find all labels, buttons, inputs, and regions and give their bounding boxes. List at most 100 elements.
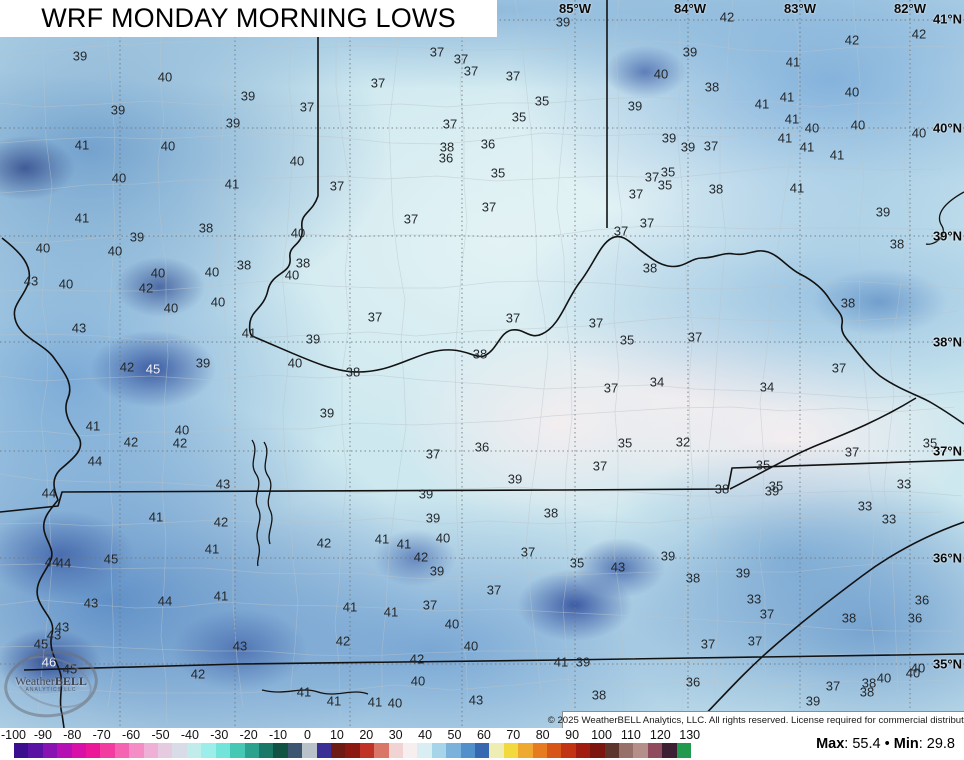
county-line: [0, 599, 953, 632]
weatherbell-logo: WeatherBELL ANALYTICS LLC: [0, 644, 103, 724]
county-line: [0, 562, 940, 580]
county-line: [707, 0, 734, 709]
max-value: 55.4: [852, 736, 881, 752]
temp-label: 42: [719, 9, 735, 25]
legend-color-swatch: [547, 743, 562, 758]
legend-tick-label: 50: [447, 728, 462, 742]
legend-color-swatch: [575, 743, 591, 758]
temp-label: 42: [190, 666, 206, 682]
temp-label: 39: [72, 48, 88, 64]
temp-label: 42: [172, 435, 188, 451]
temp-label: 41: [785, 54, 801, 70]
county-line: [0, 166, 943, 194]
temp-label: 37: [747, 633, 763, 649]
legend-tick-label: -90: [33, 728, 52, 742]
barkley-lake-shore: [263, 441, 273, 545]
county-line: [0, 128, 943, 145]
county-line: [381, 0, 407, 695]
temp-label: 38: [889, 236, 905, 252]
temp-label: 40: [289, 153, 305, 169]
legend-color-swatch: [676, 743, 692, 758]
temp-label: 39: [627, 98, 643, 114]
county-line: [0, 473, 963, 497]
legend-color-swatch: [345, 743, 360, 758]
legend-tick-label: -100: [0, 728, 27, 742]
temp-label: 37: [367, 309, 383, 325]
min-sep: :: [918, 736, 927, 752]
legend-tick-label: 70: [506, 728, 521, 742]
longitude-label: 84°W: [674, 1, 706, 16]
temp-label: 40: [210, 294, 226, 310]
county-line: [514, 0, 549, 693]
legend-tick-label: -20: [239, 728, 258, 742]
temp-label: 35: [619, 332, 635, 348]
temp-label: 37: [613, 223, 629, 239]
legend-color-swatch: [287, 743, 303, 758]
temp-label: 42: [413, 549, 429, 565]
temp-label: 37: [588, 315, 604, 331]
legend-tick-label: 20: [359, 728, 374, 742]
temp-label: 40: [287, 355, 303, 371]
temp-label: 39: [240, 88, 256, 104]
temp-label: 39: [429, 563, 445, 579]
temp-label: 36: [907, 610, 923, 626]
temp-label: 38: [439, 139, 455, 155]
temp-label: 44: [44, 554, 60, 570]
legend-color-swatch: [302, 743, 317, 758]
legend-color-swatch: [230, 743, 245, 758]
temp-label: 41: [367, 694, 383, 710]
temp-label: 37: [844, 444, 860, 460]
legend-tick-label: -60: [122, 728, 141, 742]
temp-label: 40: [435, 530, 451, 546]
temp-label: 40: [844, 84, 860, 100]
temp-label: 40: [111, 170, 127, 186]
temp-label: 38: [861, 675, 877, 691]
temp-label: 40: [284, 267, 300, 283]
legend-color-swatch: [28, 743, 43, 758]
temp-label: 34: [759, 379, 775, 395]
state-border-indiana-illinois: [248, 37, 319, 337]
map-canvas: 39 42 39 40 39 37 39 39 41 40 40 40 41 41 38 39 40 40 40 37…: [0, 0, 964, 728]
temp-label: 39: [507, 471, 523, 487]
legend-color-swatch: [215, 743, 231, 758]
longitude-label: 83°W: [784, 1, 816, 16]
legend-color-swatch: [590, 743, 605, 758]
legend-color-swatch: [316, 743, 331, 758]
temp-label: 39: [682, 44, 698, 60]
temp-label: 35: [490, 165, 506, 181]
state-border-tennessee-northcarolina: [691, 521, 964, 728]
temp-label: 41: [241, 325, 257, 341]
temp-label: 46: [41, 654, 57, 670]
legend-color-swatch: [172, 743, 187, 758]
temp-label: 38: [859, 684, 875, 700]
temp-label: 33: [896, 476, 912, 492]
temp-label: 37: [463, 63, 479, 79]
temp-label: 39: [805, 693, 821, 709]
temp-label: 41: [224, 176, 240, 192]
temp-label: 38: [236, 257, 252, 273]
temp-label: 35: [657, 177, 673, 193]
temp-label: 39: [418, 486, 434, 502]
county-line: [0, 645, 964, 664]
temp-label: 37: [329, 178, 345, 194]
temp-label: 35: [569, 555, 585, 571]
temp-label: 43: [46, 627, 62, 643]
temp-label: 40: [160, 138, 176, 154]
county-line: [217, 0, 244, 708]
legend-color-swatch: [417, 743, 432, 758]
legend-color-swatch: [647, 743, 663, 758]
temp-label: 39: [764, 483, 780, 499]
legend-color-swatch: [14, 743, 29, 758]
temp-label: 40: [410, 673, 426, 689]
temp-label: 38: [685, 570, 701, 586]
temp-label: 37: [700, 636, 716, 652]
temp-label: 37: [831, 360, 847, 376]
latitude-label: 37°N: [932, 443, 962, 459]
temp-label: 39: [575, 654, 591, 670]
temp-label: 35: [617, 435, 633, 451]
county-line: [157, 0, 169, 724]
county-line: [0, 678, 950, 696]
county-line: [676, 0, 694, 717]
county-line: [758, 0, 800, 708]
legend-color-swatch: [388, 743, 403, 758]
